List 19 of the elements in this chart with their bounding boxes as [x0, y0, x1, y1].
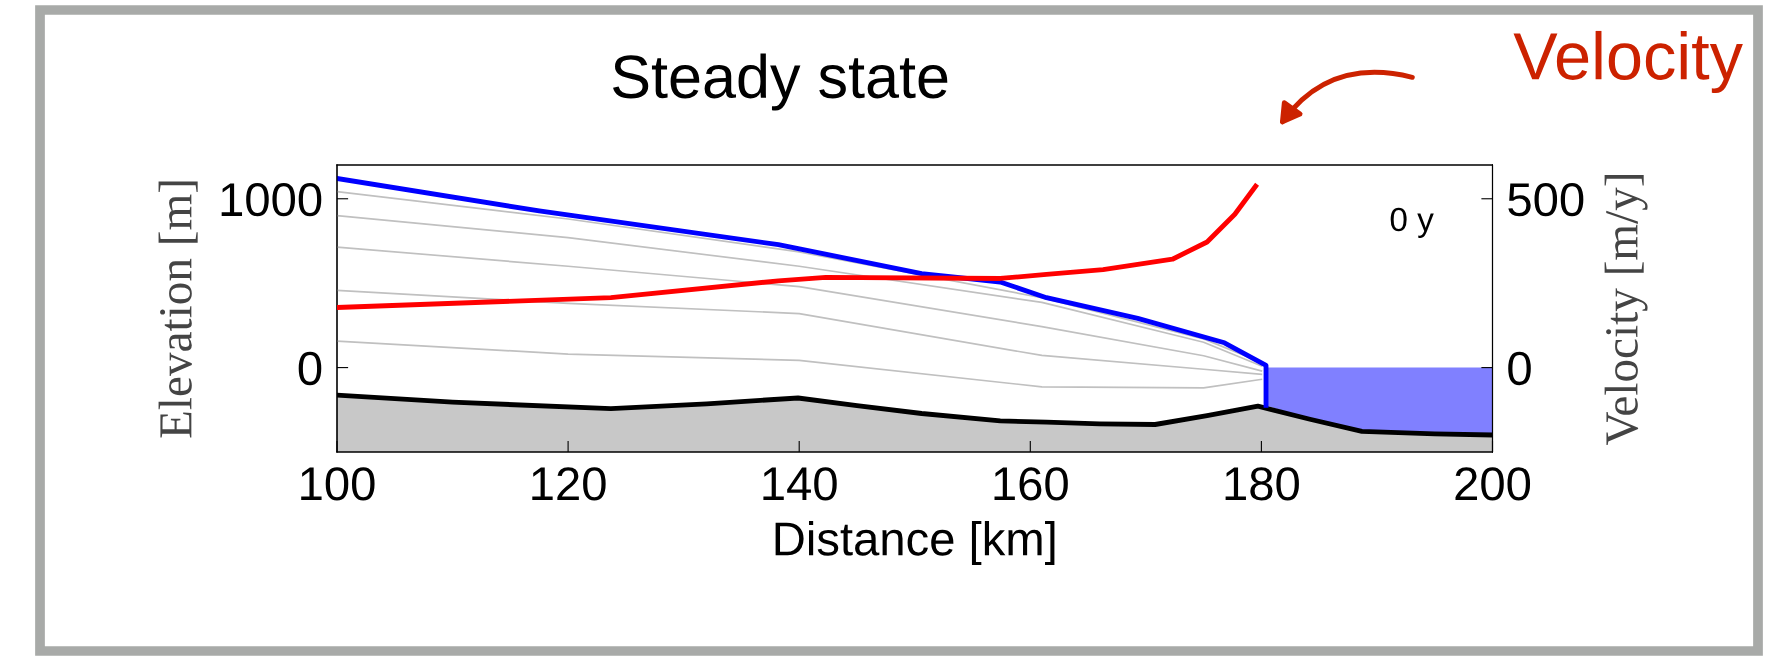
x-tick-label: 140	[763, 467, 837, 501]
line-series	[337, 183, 1259, 310]
annotation: 0 y	[1390, 207, 1434, 238]
line-series	[337, 246, 1263, 372]
y-axis-title: Elevation [m]	[158, 181, 198, 438]
x-tick-label: 100	[301, 467, 375, 501]
x-tick-label: 180	[1225, 467, 1299, 501]
chart-title: Steady state	[613, 53, 948, 111]
x-tick-label: 200	[1455, 467, 1531, 501]
line-series	[337, 176, 1269, 408]
x-tick-label: 160	[994, 467, 1068, 501]
x-axis-title: Distance [km]	[775, 521, 1055, 566]
line-series	[337, 340, 1263, 389]
y2-axis-title: Velocity [m/y]	[1604, 174, 1648, 445]
x-tick-label: 120	[532, 467, 606, 501]
y2-tick-label: 0	[1508, 351, 1531, 386]
y2-tick-label: 500	[1508, 182, 1584, 217]
y-tick-label: 1000	[221, 182, 322, 217]
text: Velocity	[1513, 30, 1743, 94]
